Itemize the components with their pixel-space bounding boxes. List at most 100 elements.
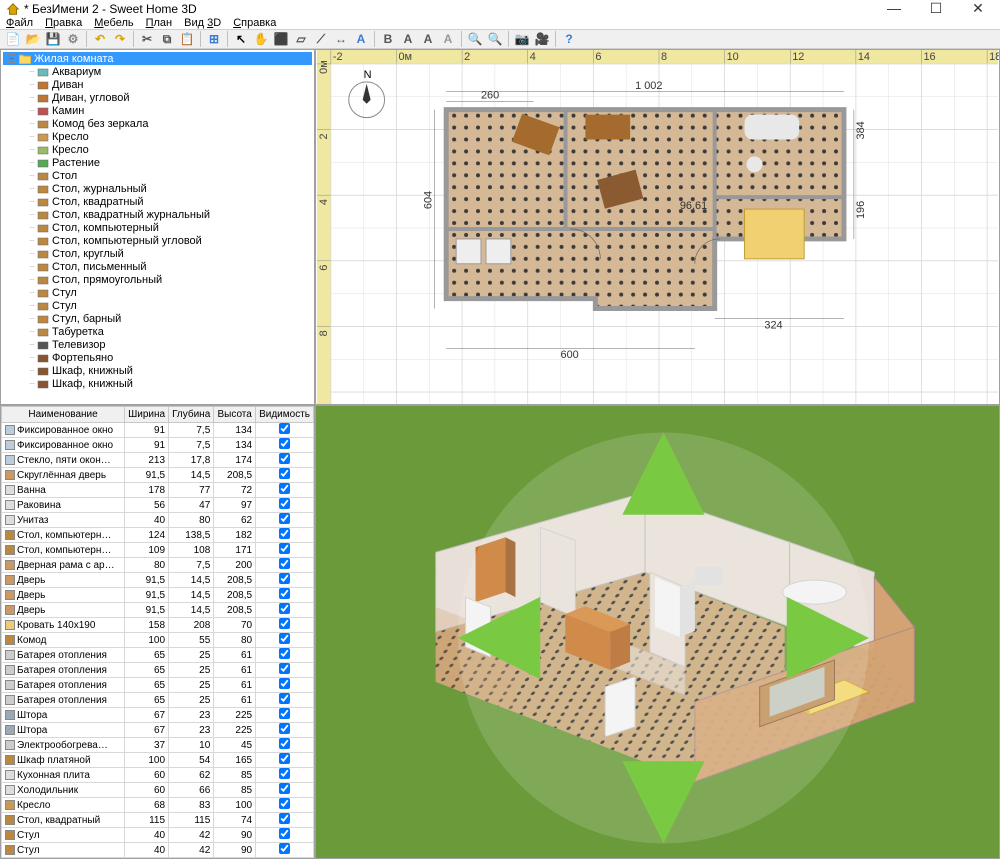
table-row[interactable]: Шкаф платяной10054165: [2, 753, 314, 768]
save-button[interactable]: 💾: [44, 30, 62, 48]
table-row[interactable]: Унитаз408062: [2, 513, 314, 528]
catalog-item[interactable]: ···Стул: [3, 299, 312, 312]
table-row[interactable]: Кухонная плита606285: [2, 768, 314, 783]
close-button[interactable]: ✕: [964, 0, 992, 17]
visibility-checkbox[interactable]: [279, 753, 290, 764]
zoom+-button[interactable]: 🔍: [466, 30, 484, 48]
table-row[interactable]: Раковина564797: [2, 498, 314, 513]
visibility-checkbox[interactable]: [279, 678, 290, 689]
collapse-icon[interactable]: −: [7, 54, 16, 63]
cut-button[interactable]: ✂: [138, 30, 156, 48]
visibility-checkbox[interactable]: [279, 828, 290, 839]
table-row[interactable]: Стол, компьютерн…124138,5182: [2, 528, 314, 543]
visibility-checkbox[interactable]: [279, 498, 290, 509]
column-header[interactable]: Видимость: [256, 407, 314, 423]
catalog-root[interactable]: −Жилая комната: [3, 52, 312, 65]
menu-справка[interactable]: Справка: [233, 17, 276, 29]
table-row[interactable]: Штора6723225: [2, 708, 314, 723]
open-button[interactable]: 📂: [24, 30, 42, 48]
italic-button[interactable]: A: [399, 30, 417, 48]
visibility-checkbox[interactable]: [279, 663, 290, 674]
column-header[interactable]: Ширина: [125, 407, 169, 423]
table-row[interactable]: Батарея отопления652561: [2, 648, 314, 663]
select-button[interactable]: ↖: [232, 30, 250, 48]
catalog-item[interactable]: ···Стол, журнальный: [3, 182, 312, 195]
catalog-item[interactable]: ···Шкаф, книжный: [3, 377, 312, 390]
video-button[interactable]: 🎥: [533, 30, 551, 48]
catalog-item[interactable]: ···Кресло: [3, 130, 312, 143]
catalog-item[interactable]: ···Стол: [3, 169, 312, 182]
visibility-checkbox[interactable]: [279, 468, 290, 479]
visibility-checkbox[interactable]: [279, 693, 290, 704]
catalog-item[interactable]: ···Диван: [3, 78, 312, 91]
maximize-button[interactable]: ☐: [922, 0, 950, 17]
table-row[interactable]: Кровать 140x19015820870: [2, 618, 314, 633]
redo-button[interactable]: ↷: [111, 30, 129, 48]
menu-мебель[interactable]: Мебель: [94, 17, 133, 29]
furniture-catalog-tree[interactable]: −Жилая комната···Аквариум···Диван···Дива…: [1, 50, 314, 404]
menu-правка[interactable]: Правка: [45, 17, 82, 29]
visibility-checkbox[interactable]: [279, 843, 290, 854]
catalog-item[interactable]: ···Стол, прямоугольный: [3, 273, 312, 286]
zoom--button[interactable]: 🔍: [486, 30, 504, 48]
add-furn-button[interactable]: ⊞: [205, 30, 223, 48]
font+-button[interactable]: A: [419, 30, 437, 48]
catalog-item[interactable]: ···Стол, компьютерный угловой: [3, 234, 312, 247]
catalog-item[interactable]: ···Шкаф, книжный: [3, 364, 312, 377]
table-row[interactable]: Стол, компьютерн…109108171: [2, 543, 314, 558]
visibility-checkbox[interactable]: [279, 783, 290, 794]
table-row[interactable]: Фиксированное окно917,5134: [2, 423, 314, 438]
menu-файл[interactable]: Файл: [6, 17, 33, 29]
table-row[interactable]: Батарея отопления652561: [2, 663, 314, 678]
undo-button[interactable]: ↶: [91, 30, 109, 48]
visibility-checkbox[interactable]: [279, 513, 290, 524]
table-row[interactable]: Дверная рама с ар…807,5200: [2, 558, 314, 573]
visibility-checkbox[interactable]: [279, 528, 290, 539]
table-row[interactable]: Кресло6883100: [2, 798, 314, 813]
table-row[interactable]: Комод1005580: [2, 633, 314, 648]
help-button[interactable]: ?: [560, 30, 578, 48]
catalog-item[interactable]: ···Стол, круглый: [3, 247, 312, 260]
pan-button[interactable]: ✋: [252, 30, 270, 48]
catalog-item[interactable]: ···Табуретка: [3, 325, 312, 338]
visibility-checkbox[interactable]: [279, 603, 290, 614]
visibility-checkbox[interactable]: [279, 723, 290, 734]
copy-button[interactable]: ⧉: [158, 30, 176, 48]
visibility-checkbox[interactable]: [279, 558, 290, 569]
wall-button[interactable]: ⬛: [272, 30, 290, 48]
table-row[interactable]: Батарея отопления652561: [2, 693, 314, 708]
furniture-table[interactable]: НаименованиеШиринаГлубинаВысотаВидимость…: [1, 406, 314, 858]
visibility-checkbox[interactable]: [279, 618, 290, 629]
view3d-pane[interactable]: [315, 405, 1000, 859]
dim-button[interactable]: ↔: [332, 30, 350, 48]
polyline-button[interactable]: ⟋: [312, 30, 330, 48]
nav-compass-icon[interactable]: [322, 412, 1000, 859]
catalog-item[interactable]: ···Стул: [3, 286, 312, 299]
table-row[interactable]: Стул404290: [2, 843, 314, 858]
table-row[interactable]: Дверь91,514,5208,5: [2, 573, 314, 588]
catalog-item[interactable]: ···Фортепьяно: [3, 351, 312, 364]
catalog-item[interactable]: ···Телевизор: [3, 338, 312, 351]
visibility-checkbox[interactable]: [279, 708, 290, 719]
catalog-item[interactable]: ···Стол, письменный: [3, 260, 312, 273]
visibility-checkbox[interactable]: [279, 738, 290, 749]
visibility-checkbox[interactable]: [279, 768, 290, 779]
table-row[interactable]: Скруглённая дверь91,514,5208,5: [2, 468, 314, 483]
table-row[interactable]: Фиксированное окно917,5134: [2, 438, 314, 453]
new-button[interactable]: 📄: [4, 30, 22, 48]
visibility-checkbox[interactable]: [279, 588, 290, 599]
visibility-checkbox[interactable]: [279, 813, 290, 824]
table-row[interactable]: Штора6723225: [2, 723, 314, 738]
photo-button[interactable]: 📷: [513, 30, 531, 48]
minimize-button[interactable]: —: [880, 0, 908, 17]
visibility-checkbox[interactable]: [279, 573, 290, 584]
table-row[interactable]: Стул404290: [2, 828, 314, 843]
table-row[interactable]: Стекло, пяти окон…21317,8174: [2, 453, 314, 468]
catalog-item[interactable]: ···Кресло: [3, 143, 312, 156]
table-row[interactable]: Батарея отопления652561: [2, 678, 314, 693]
menu-план[interactable]: План: [146, 17, 173, 29]
plan-pane[interactable]: -20м246810121416180м2468N1 0022606043246…: [315, 49, 1000, 405]
visibility-checkbox[interactable]: [279, 483, 290, 494]
table-row[interactable]: Холодильник606685: [2, 783, 314, 798]
visibility-checkbox[interactable]: [279, 633, 290, 644]
